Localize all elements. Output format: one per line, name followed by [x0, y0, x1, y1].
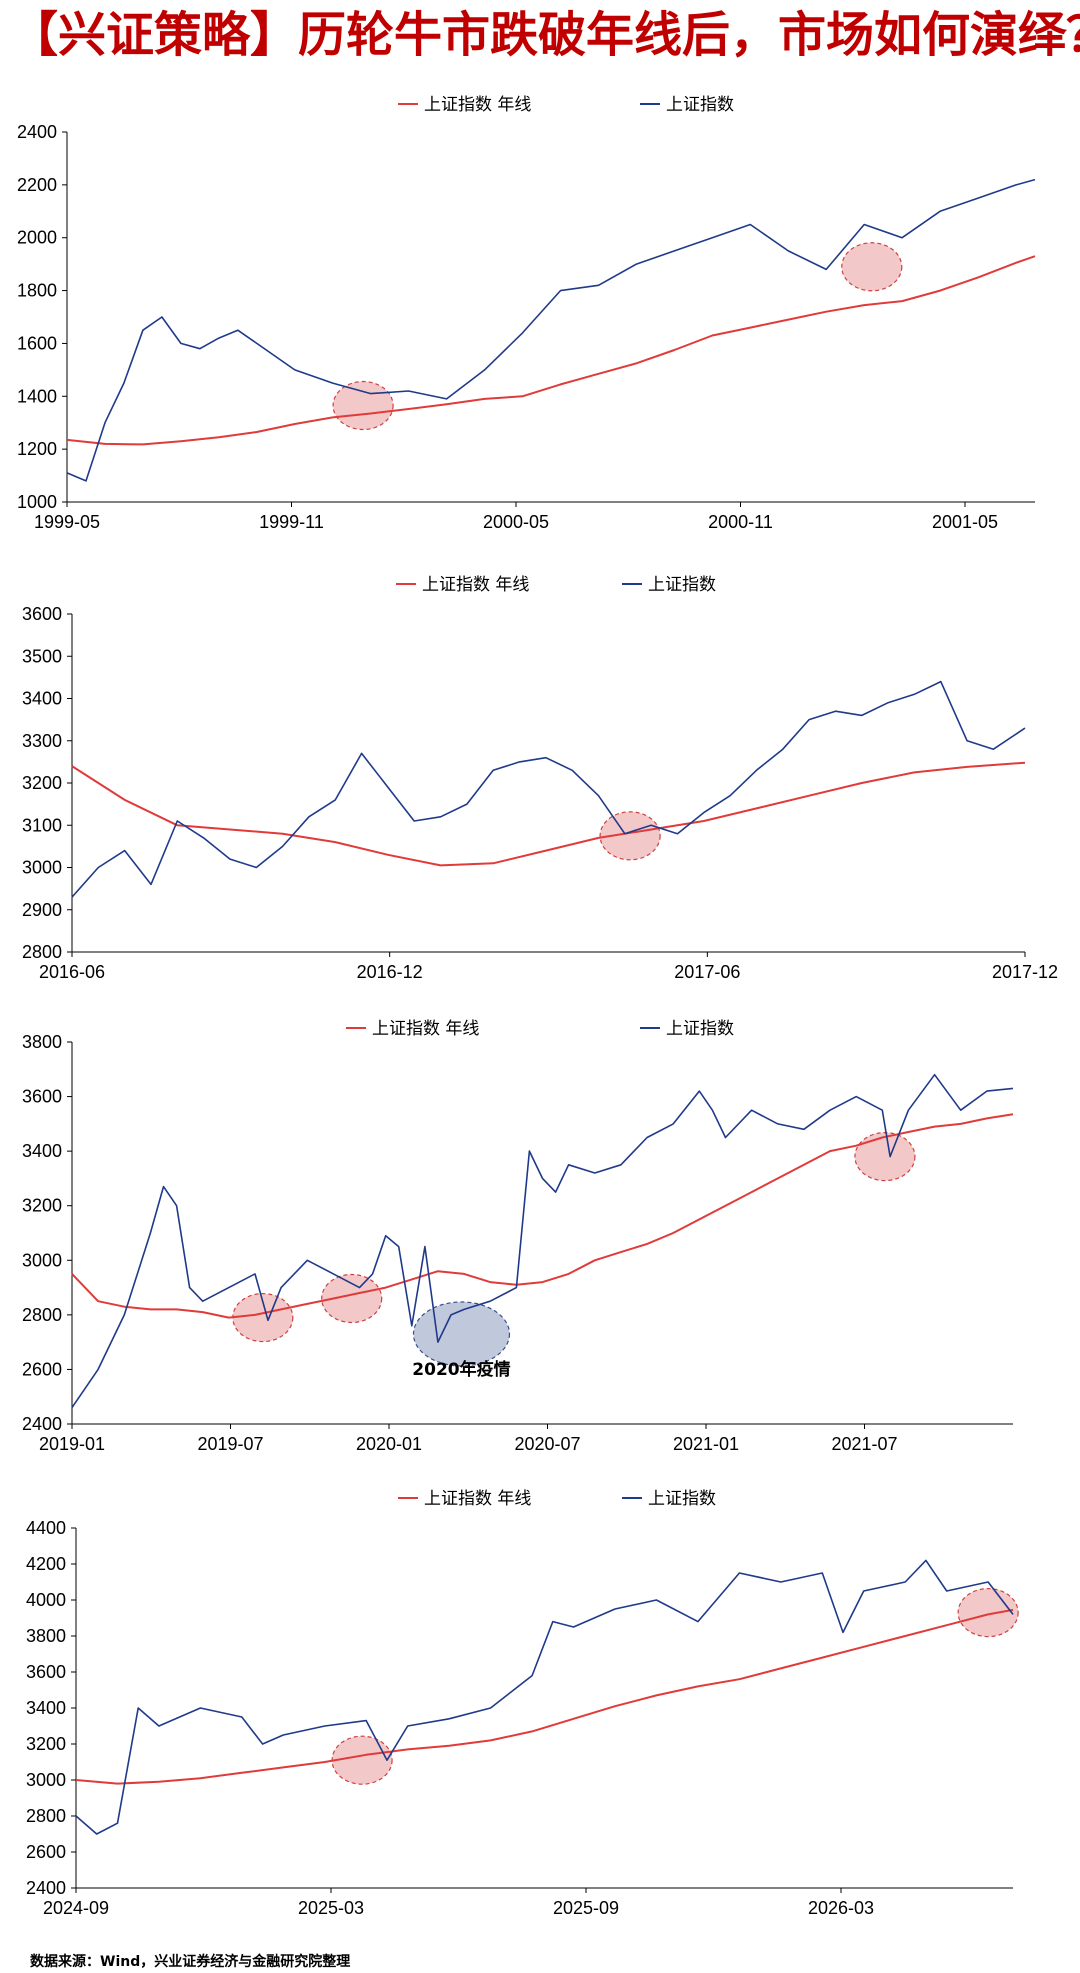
x-tick-label: 2024-09 [43, 1898, 109, 1918]
legend-label-index: 上证指数 [648, 575, 716, 595]
series-line-index [66, 178, 1036, 482]
chart-panel-3: 上证指数 年线 上证指数 2400 2600 2800 3000 3200 3400 3600 3… [22, 1019, 1014, 1452]
y-tick-label: 3400 [22, 1141, 62, 1161]
x-tick-label: 2021-01 [673, 1434, 739, 1452]
series-line-ma [75, 1608, 1014, 1785]
x-tick-label: 2019-01 [39, 1434, 105, 1452]
y-tick-label: 1400 [17, 386, 57, 406]
highlight-ellipse-blue [412, 1301, 511, 1367]
x-tick-label: 1999-11 [259, 512, 324, 532]
highlight-ellipse-red [332, 380, 394, 431]
annotation-label: 2020年疫情 [412, 1359, 510, 1380]
y-tick-label: 2900 [22, 900, 62, 920]
legend-label-ma: 上证指数 年线 [424, 95, 531, 115]
y-tick-label: 4200 [26, 1554, 66, 1574]
legend-label-index: 上证指数 [648, 1489, 716, 1509]
y-tick-label: 3300 [22, 731, 62, 751]
x-tick-label: 2025-09 [553, 1898, 619, 1918]
y-tick-label: 2600 [22, 1359, 62, 1379]
y-tick-label: 2800 [22, 1305, 62, 1325]
x-tick-label: 2025-03 [298, 1898, 364, 1918]
x-tick-label: 1999-05 [34, 512, 100, 532]
chart-panel-1: 上证指数 年线 上证指数 1000 1200 1400 1600 1800 2000 2200 2… [17, 95, 1036, 532]
series-line-ma [71, 1113, 1014, 1319]
y-tick-label: 3200 [26, 1734, 66, 1754]
y-tick-label: 3000 [22, 1250, 62, 1270]
x-tick-label: 2020-07 [514, 1434, 580, 1452]
x-tick-label: 2000-05 [483, 512, 549, 532]
y-tick-label: 2400 [17, 122, 57, 142]
chart-panel-2: 上证指数 年线 上证指数 2800 2900 3000 3100 3200 3300 3400 3… [22, 575, 1058, 982]
y-tick-label: 3200 [22, 773, 62, 793]
y-tick-label: 2400 [26, 1878, 66, 1898]
x-tick-label: 2000-11 [708, 512, 773, 532]
y-tick-label: 3600 [22, 1087, 62, 1107]
x-tick-label: 2026-03 [808, 1898, 874, 1918]
y-tick-label: 1200 [17, 439, 57, 459]
source-note: 数据来源：Wind，兴业证券经济与金融研究院整理 [30, 1954, 351, 1970]
y-tick-label: 3500 [22, 646, 62, 666]
highlight-ellipse-red [321, 1273, 383, 1324]
page-title: 【兴证策略】历轮牛市跌破年线后，市场如何演绎？ [10, 7, 1080, 63]
y-tick-label: 2000 [17, 228, 57, 248]
legend-label-ma: 上证指数 年线 [424, 1489, 531, 1509]
y-tick-label: 2800 [22, 942, 62, 962]
highlight-ellipse-red [331, 1735, 393, 1785]
chart-panel-4: 上证指数 年线 上证指数 2400 2600 2800 3000 3200 3400 3600 3… [26, 1489, 1019, 1918]
y-tick-label: 3400 [26, 1698, 66, 1718]
y-tick-label: 3800 [22, 1032, 62, 1052]
y-tick-label: 4400 [26, 1518, 66, 1538]
y-tick-label: 3000 [26, 1770, 66, 1790]
x-tick-label: 2016-06 [39, 962, 105, 982]
y-tick-label: 3600 [22, 604, 62, 624]
y-tick-label: 1600 [17, 333, 57, 353]
highlight-ellipse-red [841, 242, 903, 292]
highlight-ellipse-red [599, 811, 661, 861]
y-tick-label: 2400 [22, 1414, 62, 1434]
legend-label-index: 上证指数 [666, 1019, 734, 1039]
y-tick-label: 2800 [26, 1806, 66, 1826]
highlight-ellipse-red [854, 1132, 916, 1182]
y-tick-label: 3600 [26, 1662, 66, 1682]
y-tick-label: 2200 [17, 175, 57, 195]
legend-label-index: 上证指数 [666, 95, 734, 115]
series-line-ma [66, 255, 1036, 446]
y-tick-label: 3200 [22, 1196, 62, 1216]
y-tick-label: 3400 [22, 689, 62, 709]
x-tick-label: 2019-07 [197, 1434, 263, 1452]
series-line-index [71, 1073, 1014, 1409]
series-line-index [75, 1559, 1014, 1835]
highlight-ellipse-red [957, 1588, 1019, 1638]
y-tick-label: 1800 [17, 281, 57, 301]
legend-label-ma: 上证指数 年线 [372, 1019, 479, 1039]
x-tick-label: 2021-07 [831, 1434, 897, 1452]
x-tick-label: 2017-12 [992, 962, 1058, 982]
y-tick-label: 3800 [26, 1626, 66, 1646]
legend-label-ma: 上证指数 年线 [422, 575, 529, 595]
y-tick-label: 1000 [17, 492, 57, 512]
series-line-index [71, 680, 1026, 898]
y-tick-label: 3000 [22, 858, 62, 878]
x-tick-label: 2017-06 [674, 962, 740, 982]
y-tick-label: 4000 [26, 1590, 66, 1610]
series-line-ma [71, 761, 1026, 867]
x-tick-label: 2016-12 [357, 962, 423, 982]
x-tick-label: 2001-05 [932, 512, 998, 532]
y-tick-label: 2600 [26, 1842, 66, 1862]
x-tick-label: 2020-01 [356, 1434, 422, 1452]
y-tick-label: 3100 [22, 815, 62, 835]
